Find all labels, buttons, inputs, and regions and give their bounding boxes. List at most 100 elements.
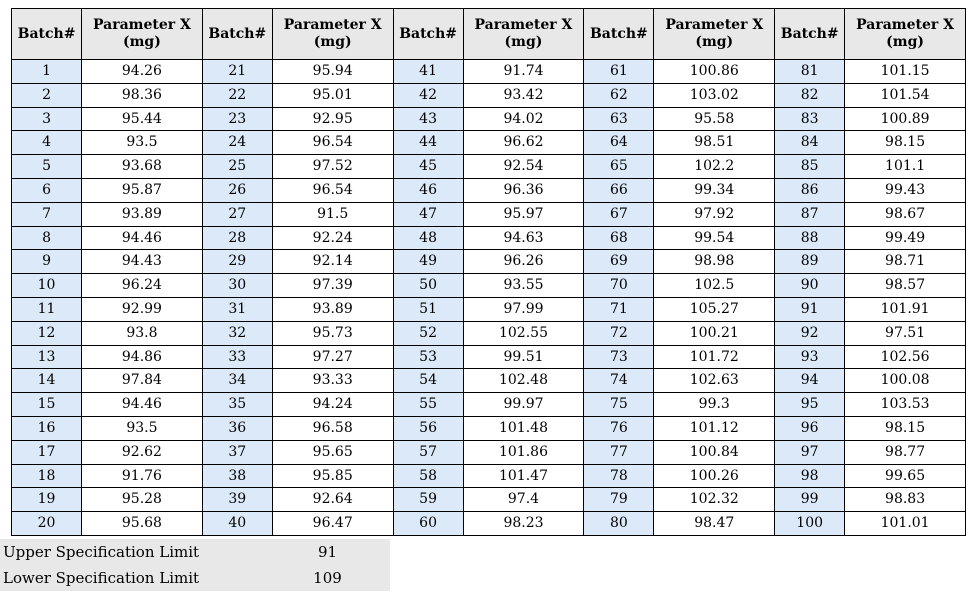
parameter-value-cell: 98.15: [844, 130, 966, 156]
parameter-value-cell: 92.64: [271, 487, 394, 513]
table-row: 1 94.26 21 95.94 41 91.74 61 100.86 81 101.15: [10, 59, 966, 84]
parameter-value-cell: 91.76: [81, 463, 203, 489]
parameter-value-cell: 97.99: [462, 296, 585, 322]
batch-number-cell: 28: [201, 225, 273, 251]
parameter-value-cell: 102.56: [844, 344, 966, 370]
table-row: 8 94.46 28 92.24 48 94.63 68 99.54 88 99.49: [10, 225, 966, 251]
parameter-value-cell: 91.5: [271, 201, 394, 227]
parameter-column-header: Parameter X (mg): [844, 8, 966, 60]
batch-number-cell: 6: [10, 177, 83, 203]
table-row: 10 96.24 30 97.39 50 93.55 70 102.5 90 98.57: [10, 273, 966, 298]
batch-number-cell: 20: [10, 511, 83, 536]
batch-number-cell: 81: [774, 59, 846, 84]
batch-number-cell: 32: [201, 320, 273, 346]
parameter-value-cell: 94.26: [81, 59, 203, 84]
table-header: Batch# Parameter X (mg) Batch# Parameter X …: [10, 8, 966, 60]
parameter-value-cell: 100.08: [844, 368, 966, 394]
batch-number-cell: 96: [774, 415, 846, 441]
batch-number-cell: 75: [583, 392, 655, 417]
parameter-value-cell: 105.27: [653, 296, 776, 322]
batch-number-cell: 76: [583, 415, 655, 441]
parameter-value-cell: 101.91: [844, 296, 966, 322]
batch-number-cell: 61: [583, 59, 655, 84]
parameter-value-cell: 93.33: [271, 368, 394, 394]
batch-number-cell: 93: [774, 344, 846, 370]
parameter-value-cell: 93.68: [81, 154, 203, 179]
batch-number-cell: 29: [201, 249, 273, 275]
batch-number-cell: 98: [774, 463, 846, 489]
parameter-value-cell: 101.86: [462, 439, 585, 465]
batch-number-cell: 78: [583, 463, 655, 489]
parameter-value-cell: 99.34: [653, 177, 776, 203]
parameter-value-cell: 97.84: [81, 368, 203, 394]
parameter-value-cell: 95.44: [81, 106, 203, 132]
table-row: 17 92.62 37 95.65 57 101.86 77 100.84 97 98.77: [10, 439, 966, 465]
batch-number-cell: 21: [201, 59, 273, 84]
batch-number-cell: 16: [10, 415, 83, 441]
parameter-value-cell: 95.01: [271, 82, 394, 108]
batch-number-cell: 46: [392, 177, 464, 203]
parameter-value-cell: 99.43: [844, 177, 966, 203]
parameter-value-cell: 98.47: [653, 511, 776, 536]
batch-number-cell: 60: [392, 511, 464, 536]
batch-number-cell: 7: [10, 201, 83, 227]
parameter-column-header: Parameter X (mg): [271, 8, 394, 60]
parameter-value-cell: 103.53: [844, 392, 966, 417]
parameter-value-cell: 97.27: [271, 344, 394, 370]
table-row: 18 91.76 38 95.85 58 101.47 78 100.26 98 99.65: [10, 463, 966, 489]
batch-number-cell: 52: [392, 320, 464, 346]
parameter-value-cell: 98.77: [844, 439, 966, 465]
batch-number-cell: 18: [10, 463, 83, 489]
parameter-value-cell: 94.63: [462, 225, 585, 251]
batch-number-cell: 77: [583, 439, 655, 465]
parameter-value-cell: 92.24: [271, 225, 394, 251]
parameter-value-cell: 93.89: [271, 296, 394, 322]
batch-number-cell: 83: [774, 106, 846, 132]
parameter-value-cell: 102.48: [462, 368, 585, 394]
batch-number-cell: 73: [583, 344, 655, 370]
batch-number-cell: 11: [10, 296, 83, 322]
batch-number-cell: 23: [201, 106, 273, 132]
batch-number-cell: 14: [10, 368, 83, 394]
batch-number-cell: 30: [201, 273, 273, 298]
lower-spec-limit-row: Lower Specification Limit 109: [0, 565, 390, 591]
batch-number-cell: 19: [10, 487, 83, 513]
batch-parameter-table: Batch# Parameter X (mg) Batch# Parameter X …: [10, 8, 966, 536]
batch-number-cell: 10: [10, 273, 83, 298]
batch-number-cell: 65: [583, 154, 655, 179]
batch-number-cell: 80: [583, 511, 655, 536]
batch-number-cell: 8: [10, 225, 83, 251]
parameter-value-cell: 98.23: [462, 511, 585, 536]
batch-number-cell: 66: [583, 177, 655, 203]
batch-number-cell: 69: [583, 249, 655, 275]
batch-number-cell: 2: [10, 82, 83, 108]
batch-number-cell: 24: [201, 130, 273, 156]
table-row: 9 94.43 29 92.14 49 96.26 69 98.98 89 98.71: [10, 249, 966, 275]
parameter-value-cell: 100.84: [653, 439, 776, 465]
table-row: 7 93.89 27 91.5 47 95.97 67 97.92 87 98.67: [10, 201, 966, 227]
parameter-value-cell: 96.58: [271, 415, 394, 441]
batch-number-cell: 42: [392, 82, 464, 108]
batch-number-cell: 56: [392, 415, 464, 441]
parameter-value-cell: 95.94: [271, 59, 394, 84]
parameter-value-cell: 92.99: [81, 296, 203, 322]
batch-number-cell: 25: [201, 154, 273, 179]
batch-number-cell: 95: [774, 392, 846, 417]
batch-number-cell: 100: [774, 511, 846, 536]
parameter-value-cell: 98.51: [653, 130, 776, 156]
parameter-value-cell: 94.46: [81, 392, 203, 417]
table-row: 6 95.87 26 96.54 46 96.36 66 99.34 86 99.43: [10, 177, 966, 203]
batch-number-cell: 1: [10, 59, 83, 84]
parameter-value-cell: 98.15: [844, 415, 966, 441]
parameter-value-cell: 93.5: [81, 415, 203, 441]
batch-column-header: Batch#: [10, 8, 83, 60]
parameter-value-cell: 101.01: [844, 511, 966, 536]
batch-number-cell: 15: [10, 392, 83, 417]
batch-number-cell: 72: [583, 320, 655, 346]
batch-column-header: Batch#: [583, 8, 655, 60]
batch-number-cell: 49: [392, 249, 464, 275]
batch-number-cell: 4: [10, 130, 83, 156]
batch-number-cell: 59: [392, 487, 464, 513]
parameter-value-cell: 95.68: [81, 511, 203, 536]
